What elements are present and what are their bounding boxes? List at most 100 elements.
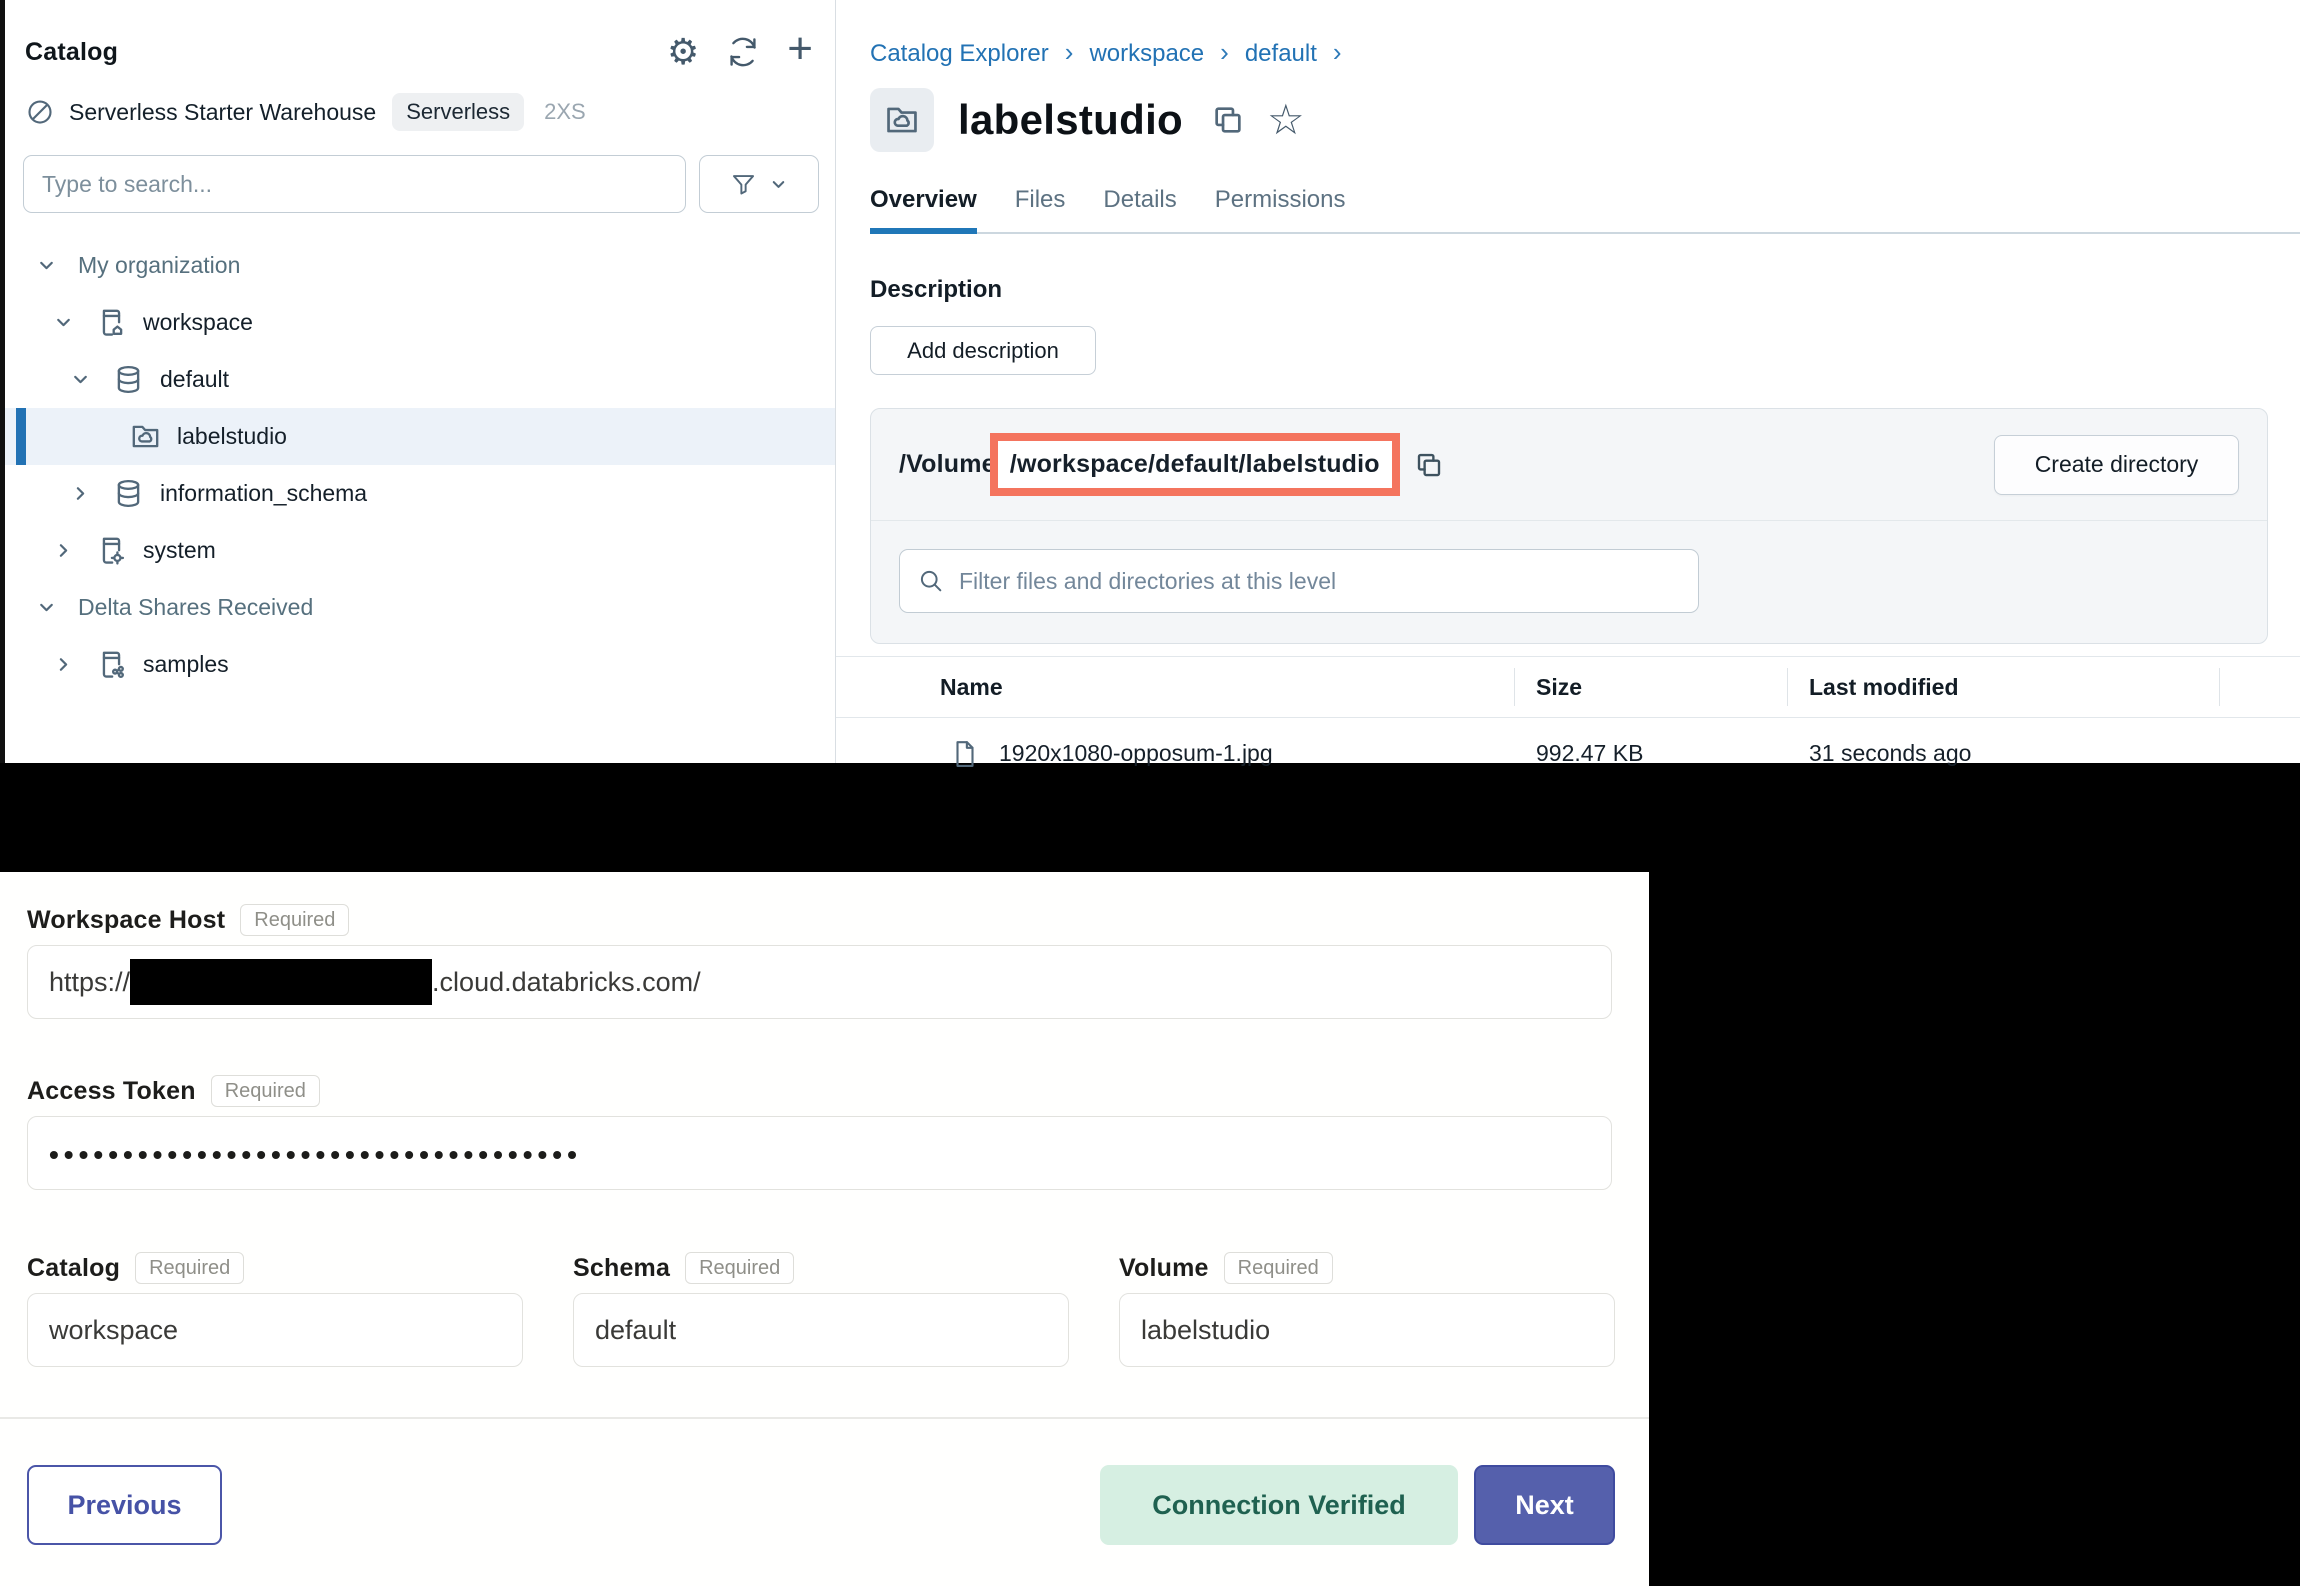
warehouse-name: Serverless Starter Warehouse [69, 98, 377, 125]
tree-item-labelstudio[interactable]: labelstudio [5, 408, 835, 465]
breadcrumb-workspace[interactable]: workspace [1089, 40, 1205, 67]
host-prefix: https:// [49, 966, 131, 997]
create-directory-button[interactable]: Create directory [1994, 434, 2239, 495]
chevron-right-icon[interactable] [70, 483, 112, 504]
tab-bar: Overview Files Details Permissions [870, 186, 2300, 234]
tree-item-label: workspace [143, 309, 253, 335]
catalog-search-row [23, 155, 819, 213]
volume-path-prefix: /Volume [899, 450, 996, 478]
search-icon [920, 570, 942, 592]
workspace-host-field[interactable]: https:// .cloud.databricks.com/ [27, 945, 1612, 1019]
catalog-sidebar: Catalog ⚙ + Serverless Starter Warehouse… [0, 0, 836, 763]
chevron-down-icon[interactable] [70, 369, 112, 390]
add-description-button[interactable]: Add description [870, 326, 1096, 375]
column-header-last-modified[interactable]: Last modified [1788, 668, 2220, 706]
required-badge: Required [135, 1252, 245, 1284]
volume-icon-box [870, 88, 934, 152]
chevron-right-icon[interactable] [53, 540, 95, 561]
volume-path-highlight-annotation: /workspace/default/labelstudio [989, 433, 1400, 496]
tree-item-label: samples [143, 651, 229, 677]
tree-item-default[interactable]: default [5, 351, 835, 408]
copy-path-icon[interactable] [1414, 450, 1444, 480]
files-table: Name Size Last modified 1920x1080-opposu… [836, 656, 2300, 789]
chevron-down-icon[interactable] [36, 597, 78, 618]
explorer-main: Catalog Explorer › workspace › default ›… [836, 0, 2300, 767]
redaction-box [130, 959, 433, 1005]
tree-item-samples[interactable]: samples [5, 636, 835, 693]
tree-item-information-schema[interactable]: information_schema [5, 465, 835, 522]
tree-item-label: system [143, 537, 216, 563]
schema-database-icon [112, 477, 160, 510]
access-token-label-row: Access Token Required [27, 1075, 1649, 1107]
filter-files-input-wrap [899, 549, 1699, 613]
schema-label: Schema [573, 1253, 671, 1282]
file-name: 1920x1080-opposum-1.jpg [999, 740, 1273, 766]
favorite-star-icon[interactable]: ☆ [1267, 96, 1305, 143]
add-plus-icon[interactable]: + [787, 24, 813, 73]
catalog-gear-icon [95, 534, 143, 567]
tree-item-delta-shares-received[interactable]: Delta Shares Received [5, 579, 835, 636]
copy-name-icon[interactable] [1211, 103, 1245, 137]
tab-files[interactable]: Files [1014, 186, 1066, 213]
access-token-label: Access Token [27, 1076, 196, 1105]
chevron-down-icon[interactable] [53, 312, 95, 333]
catalog-schema-volume-row: Catalog Required Schema Required Volume … [27, 1252, 1649, 1367]
previous-button[interactable]: Previous [27, 1465, 222, 1545]
column-header-name[interactable]: Name [836, 668, 1515, 706]
warehouse-selector[interactable]: Serverless Starter Warehouse Serverless … [5, 90, 835, 134]
schema-field-group: Schema Required [573, 1252, 1069, 1367]
workspace-host-label: Workspace Host [27, 905, 226, 934]
tree-item-workspace[interactable]: workspace [5, 294, 835, 351]
filter-button[interactable] [699, 155, 819, 213]
tree-item-label: information_schema [160, 480, 368, 506]
volume-folder-icon [887, 107, 917, 133]
access-token-field[interactable]: •••••••••••••••••••••••••••••••••••• [27, 1116, 1612, 1190]
form-footer-divider [0, 1417, 1649, 1419]
tree-item-label: My organization [78, 252, 241, 278]
volume-field-group: Volume Required [1119, 1252, 1615, 1367]
breadcrumb-separator: › [1332, 37, 1342, 67]
table-row[interactable]: 1920x1080-opposum-1.jpg 992.47 KB 31 sec… [836, 718, 2300, 789]
breadcrumb-catalog-explorer[interactable]: Catalog Explorer [870, 40, 1049, 67]
filter-files-input[interactable] [959, 567, 1681, 595]
required-badge: Required [1223, 1252, 1333, 1284]
required-badge: Required [210, 1075, 320, 1107]
chevron-right-icon[interactable] [53, 654, 95, 675]
volume-path-row: /Volume /workspace/default/labelstudio C… [871, 409, 2267, 521]
tree-item-my-organization[interactable]: My organization [5, 237, 835, 294]
workspace-host-label-row: Workspace Host Required [27, 904, 1649, 936]
files-table-header: Name Size Last modified [836, 656, 2300, 718]
host-suffix: .cloud.databricks.com/ [432, 966, 701, 997]
catalog-search-input[interactable] [23, 155, 686, 213]
catalog-field-group: Catalog Required [27, 1252, 523, 1367]
files-panel: /Volume /workspace/default/labelstudio C… [870, 408, 2268, 644]
databricks-connection-form: Workspace Host Required https:// .cloud.d… [0, 872, 1649, 1586]
chevron-down-icon [772, 180, 785, 188]
tree-item-label: Delta Shares Received [78, 594, 314, 620]
schema-input[interactable] [573, 1293, 1069, 1367]
column-header-size[interactable]: Size [1515, 668, 1788, 706]
file-size: 992.47 KB [1536, 740, 1644, 766]
tab-overview[interactable]: Overview [870, 186, 977, 234]
form-footer: Previous Connection Verified Next [27, 1465, 1615, 1545]
breadcrumb-separator: › [1220, 37, 1229, 67]
catalog-actions: ⚙ + [667, 24, 813, 74]
breadcrumb-default[interactable]: default [1244, 40, 1317, 67]
refresh-icon[interactable] [725, 34, 761, 70]
next-button[interactable]: Next [1474, 1465, 1615, 1545]
filter-section [871, 521, 2267, 643]
tree-item-label: labelstudio [177, 423, 287, 449]
catalog-tree: My organization workspace default [5, 237, 835, 693]
catalog-input[interactable] [27, 1293, 523, 1367]
chevron-down-icon[interactable] [36, 255, 78, 276]
volume-label: Volume [1119, 1253, 1209, 1282]
window-left-edge [0, 0, 5, 763]
tab-permissions[interactable]: Permissions [1214, 186, 1346, 213]
serverless-warehouse-icon [25, 97, 55, 127]
catalog-explorer-window: Catalog ⚙ + Serverless Starter Warehouse… [0, 0, 2300, 767]
tree-item-system[interactable]: system [5, 522, 835, 579]
settings-gear-icon[interactable]: ⚙ [667, 31, 700, 72]
schema-database-icon [112, 363, 160, 396]
volume-input[interactable] [1119, 1293, 1615, 1367]
tab-details[interactable]: Details [1103, 186, 1177, 213]
